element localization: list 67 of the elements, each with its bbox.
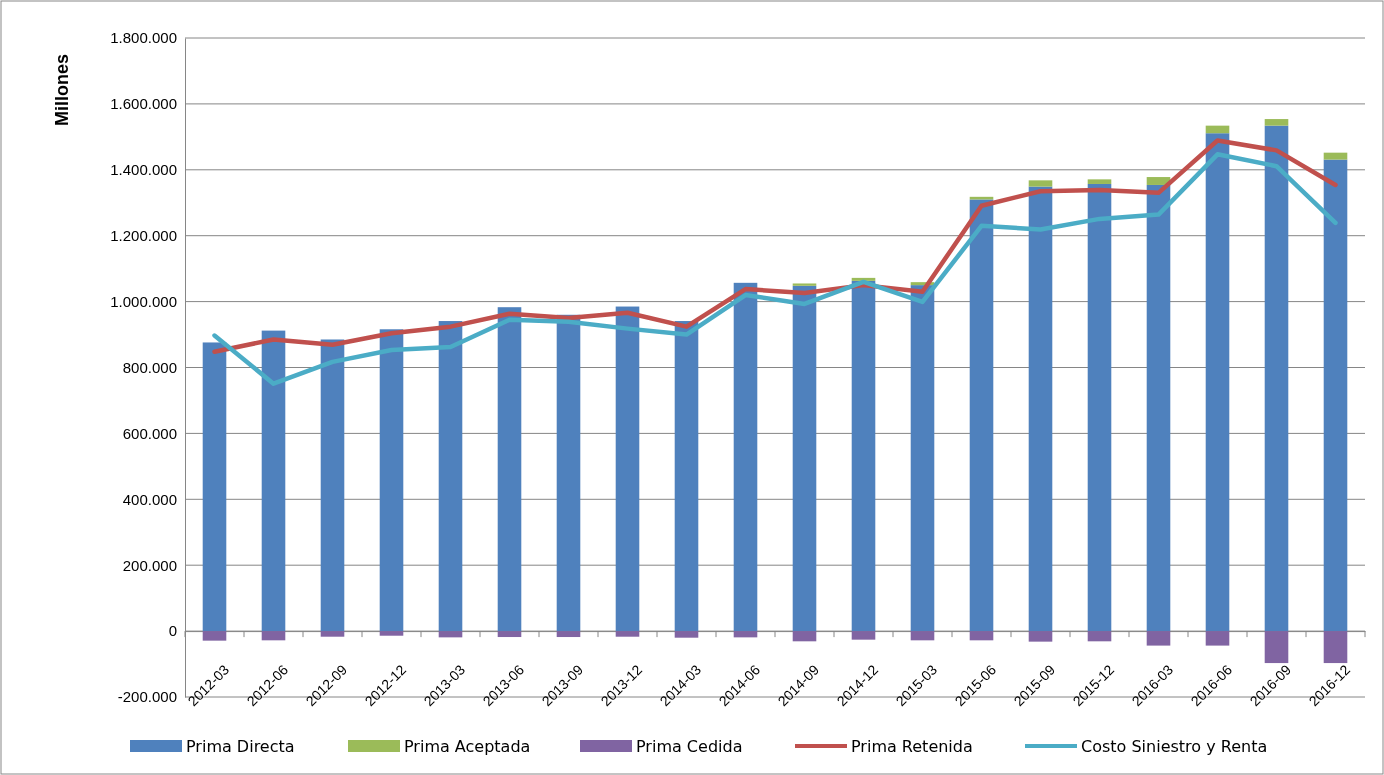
bar <box>497 631 522 638</box>
bar <box>1264 125 1289 632</box>
bar <box>1323 152 1348 160</box>
legend-label: Prima Aceptada <box>404 736 531 756</box>
bar <box>969 631 994 641</box>
bar <box>320 631 345 637</box>
bar <box>1146 177 1171 185</box>
legend-label: Prima Cedida <box>636 736 743 756</box>
bar <box>1205 631 1230 646</box>
bar <box>438 631 463 638</box>
bar <box>1264 631 1289 664</box>
legend-label: Prima Retenida <box>851 736 973 756</box>
bar <box>615 631 640 637</box>
bar <box>556 631 581 638</box>
legend-label: Costo Siniestro y Renta <box>1081 736 1268 756</box>
y-tick-label: 1.800.000 <box>110 29 177 47</box>
bar <box>792 283 817 286</box>
y-tick-label: -200.000 <box>117 688 177 706</box>
bar <box>556 314 581 632</box>
y-tick-label: 0 <box>168 622 177 640</box>
bar <box>733 282 758 632</box>
bar <box>1205 125 1230 134</box>
y-tick-label: 400.000 <box>122 490 177 508</box>
bar <box>497 307 522 632</box>
bar <box>379 631 404 636</box>
bar <box>320 339 345 632</box>
bar <box>851 280 876 632</box>
y-tick-label: 1.400.000 <box>110 161 177 179</box>
y-tick-label: 1.600.000 <box>110 95 177 113</box>
bar <box>202 342 227 632</box>
bar <box>674 631 699 638</box>
line-series <box>212 152 1338 386</box>
y-axis-title: Millones <box>52 53 72 127</box>
bar <box>969 199 994 632</box>
bar <box>851 631 876 640</box>
bar <box>1323 631 1348 664</box>
line-series <box>212 138 1338 354</box>
bar <box>1087 631 1112 642</box>
bar <box>1264 119 1289 126</box>
bar <box>261 330 286 632</box>
y-tick-label: 200.000 <box>122 556 177 574</box>
bar <box>1087 183 1112 632</box>
bar <box>1323 159 1348 632</box>
bar <box>1205 133 1230 632</box>
bar <box>615 306 640 632</box>
bar <box>1146 184 1171 632</box>
y-tick-label: 1.000.000 <box>110 292 177 310</box>
bar <box>1146 631 1171 646</box>
bar <box>1028 186 1053 632</box>
bar <box>792 285 817 632</box>
legend-label: Prima Directa <box>186 736 295 756</box>
y-tick-label: 600.000 <box>122 424 177 442</box>
bar <box>202 631 227 641</box>
bar <box>438 321 463 632</box>
bar <box>1028 180 1053 187</box>
bar <box>910 631 935 641</box>
bar <box>851 277 876 281</box>
bar <box>379 329 404 632</box>
y-tick-label: 800.000 <box>122 358 177 376</box>
bar <box>261 631 286 641</box>
bar <box>910 285 935 632</box>
bar <box>1087 179 1112 184</box>
bar <box>1028 631 1053 642</box>
bar <box>674 321 699 632</box>
bar <box>792 631 817 642</box>
bar <box>733 631 758 638</box>
y-tick-label: 1.200.000 <box>110 227 177 244</box>
